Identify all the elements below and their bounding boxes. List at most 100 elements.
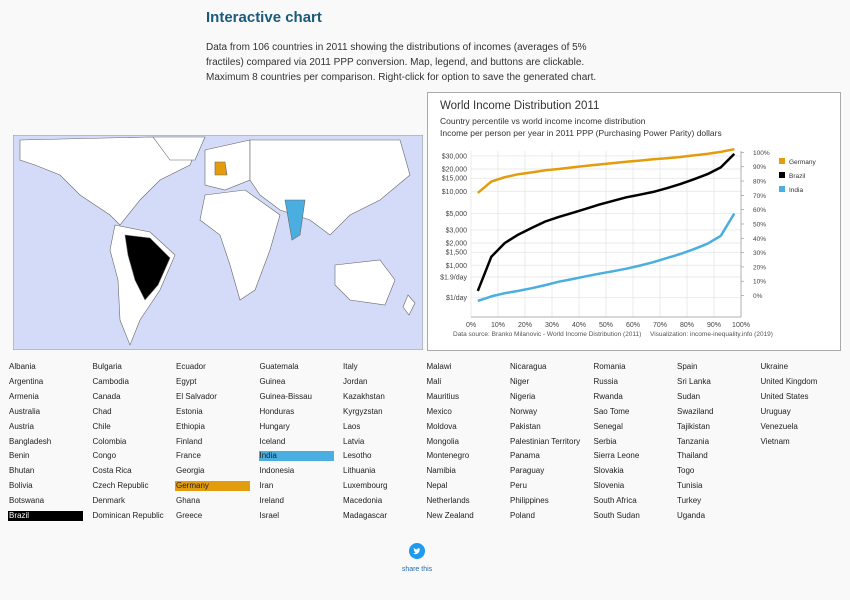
share-label[interactable]: share this xyxy=(401,566,433,573)
country-button[interactable]: Sri Lanka xyxy=(677,376,711,386)
map-india[interactable] xyxy=(284,199,306,241)
country-button[interactable]: Georgia xyxy=(176,466,205,476)
country-button[interactable]: Honduras xyxy=(259,406,295,416)
country-button[interactable]: India xyxy=(258,451,334,462)
country-button[interactable]: Swaziland xyxy=(677,406,714,416)
country-button[interactable]: Austria xyxy=(9,421,34,431)
country-button[interactable]: Ecuador xyxy=(176,362,206,371)
country-button[interactable]: Bhutan xyxy=(9,466,35,476)
country-button[interactable]: South Sudan xyxy=(593,511,640,520)
country-button[interactable]: Iran xyxy=(259,481,274,491)
country-button[interactable]: Guinea xyxy=(259,376,286,386)
country-button[interactable]: Lithuania xyxy=(343,466,376,476)
country-button[interactable]: Poland xyxy=(510,511,535,520)
country-button[interactable]: Malawi xyxy=(426,362,452,371)
country-button[interactable]: Macedonia xyxy=(343,496,383,506)
country-button[interactable]: Serbia xyxy=(593,436,617,446)
country-button[interactable]: New Zealand xyxy=(426,511,474,520)
country-button[interactable]: Venezuela xyxy=(760,421,798,431)
country-button[interactable]: Guatemala xyxy=(259,362,299,371)
country-button[interactable]: Mexico xyxy=(426,406,452,416)
country-button[interactable]: Pakistan xyxy=(510,421,541,431)
country-button[interactable]: Nicaragua xyxy=(510,362,547,371)
country-button[interactable]: Bangladesh xyxy=(9,436,52,446)
africa[interactable] xyxy=(199,189,281,301)
country-button[interactable]: Mali xyxy=(426,376,442,386)
country-button[interactable]: Panama xyxy=(510,451,540,461)
country-button[interactable]: United States xyxy=(760,391,809,401)
country-button[interactable]: Russia xyxy=(593,376,618,386)
country-button[interactable]: Greece xyxy=(176,511,203,520)
country-button[interactable]: Dominican Republic xyxy=(92,511,164,520)
country-button[interactable]: Madagascar xyxy=(343,511,388,520)
country-button[interactable]: Slovenia xyxy=(593,481,625,491)
country-button[interactable]: Ireland xyxy=(259,496,284,506)
country-button[interactable]: Canada xyxy=(92,391,121,401)
country-button[interactable]: Armenia xyxy=(9,391,39,401)
country-button[interactable]: Uganda xyxy=(677,511,706,520)
europe[interactable] xyxy=(204,139,251,191)
country-button[interactable]: Turkey xyxy=(677,496,702,506)
country-button[interactable]: Iceland xyxy=(259,436,286,446)
country-button[interactable]: Netherlands xyxy=(426,496,470,506)
country-button[interactable]: Congo xyxy=(92,451,117,461)
country-button[interactable]: Paraguay xyxy=(510,466,545,476)
country-button[interactable]: Czech Republic xyxy=(92,481,149,491)
greenland[interactable] xyxy=(152,136,206,161)
country-button[interactable]: Slovakia xyxy=(593,466,624,476)
country-button[interactable]: Montenegro xyxy=(426,451,470,461)
twitter-icon[interactable] xyxy=(409,543,425,559)
country-button[interactable]: South Africa xyxy=(593,496,637,506)
country-button[interactable]: Spain xyxy=(677,362,698,371)
country-button[interactable]: Kazakhstan xyxy=(343,391,385,401)
country-button[interactable]: Philippines xyxy=(510,496,549,506)
share[interactable]: share this xyxy=(395,543,439,573)
country-button[interactable]: Niger xyxy=(510,376,530,386)
country-button[interactable]: Jordan xyxy=(343,376,368,386)
country-button[interactable]: Togo xyxy=(677,466,695,476)
country-button[interactable]: Costa Rica xyxy=(92,466,132,476)
country-button[interactable]: Guinea-Bissau xyxy=(259,391,312,401)
country-button[interactable]: Cambodia xyxy=(92,376,129,386)
country-button[interactable]: Chad xyxy=(92,406,112,416)
world-map[interactable] xyxy=(13,135,423,350)
country-button[interactable]: Germany xyxy=(175,481,250,492)
country-button[interactable]: Moldova xyxy=(426,421,457,431)
country-button[interactable]: Bulgaria xyxy=(92,362,122,371)
country-button[interactable]: Uruguay xyxy=(760,406,791,416)
country-button[interactable]: Colombia xyxy=(92,436,127,446)
country-button[interactable]: Tunisia xyxy=(677,481,703,491)
country-button[interactable]: Australia xyxy=(9,406,41,416)
country-button[interactable]: Rwanda xyxy=(593,391,623,401)
country-button[interactable]: Estonia xyxy=(176,406,203,416)
country-button[interactable]: Israel xyxy=(259,511,280,520)
australia[interactable] xyxy=(334,259,396,306)
country-button[interactable]: France xyxy=(176,451,201,461)
country-button[interactable]: Peru xyxy=(510,481,527,491)
country-button[interactable]: Nigeria xyxy=(510,391,536,401)
country-button[interactable]: Botswana xyxy=(9,496,45,506)
country-button[interactable]: Thailand xyxy=(677,451,708,461)
country-button[interactable]: Ethiopia xyxy=(176,421,205,431)
country-button[interactable]: Argentina xyxy=(9,376,44,386)
country-button[interactable]: Sudan xyxy=(677,391,701,401)
country-button[interactable]: Palestinian Territory xyxy=(510,436,581,446)
country-button[interactable]: Finland xyxy=(176,436,203,446)
country-button[interactable]: Hungary xyxy=(259,421,290,431)
country-button[interactable]: Tanzania xyxy=(677,436,710,446)
country-button[interactable]: Laos xyxy=(343,421,361,431)
country-button[interactable]: Lesotho xyxy=(343,451,372,461)
country-button[interactable]: Egypt xyxy=(176,376,197,386)
country-button[interactable]: Denmark xyxy=(92,496,125,506)
country-button[interactable]: El Salvador xyxy=(176,391,217,401)
new-zealand[interactable] xyxy=(402,294,416,316)
country-button[interactable]: Benin xyxy=(9,451,30,461)
country-button[interactable]: Tajikistan xyxy=(677,421,710,431)
country-button[interactable]: Sao Tome xyxy=(593,406,630,416)
country-button[interactable]: Vietnam xyxy=(760,436,790,446)
country-button[interactable]: Ukraine xyxy=(760,362,789,371)
country-button[interactable]: Indonesia xyxy=(259,466,295,476)
country-button[interactable]: Albania xyxy=(9,362,36,371)
map-germany[interactable] xyxy=(214,161,228,176)
country-button[interactable]: Mauritius xyxy=(426,391,459,401)
